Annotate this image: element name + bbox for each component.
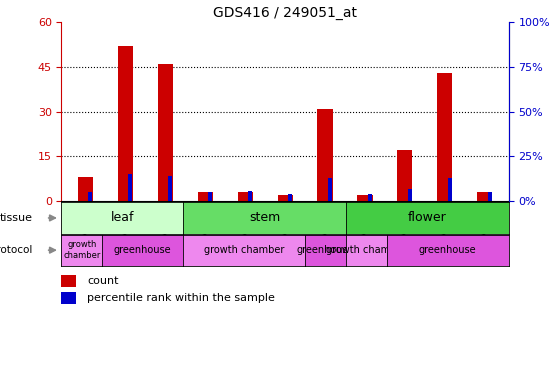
Text: growth
chamber: growth chamber xyxy=(63,240,101,260)
Bar xyxy=(208,193,212,201)
Text: growth protocol: growth protocol xyxy=(0,245,32,255)
Bar xyxy=(318,109,333,201)
Text: flower: flower xyxy=(408,212,447,224)
Text: leaf: leaf xyxy=(111,212,134,224)
Bar xyxy=(248,191,252,201)
Bar xyxy=(61,275,76,287)
Text: growth chamber: growth chamber xyxy=(204,245,285,255)
Bar xyxy=(357,195,372,201)
Bar xyxy=(238,193,253,201)
Bar xyxy=(128,175,132,201)
Bar xyxy=(168,176,172,201)
Bar xyxy=(368,194,372,201)
Bar xyxy=(487,193,491,201)
Text: percentile rank within the sample: percentile rank within the sample xyxy=(87,293,275,303)
Bar xyxy=(78,178,93,201)
Bar xyxy=(408,189,411,201)
Text: count: count xyxy=(87,276,119,286)
Text: growth chamber: growth chamber xyxy=(326,245,406,255)
Bar xyxy=(448,178,452,201)
Bar xyxy=(118,46,133,201)
Text: greenhouse: greenhouse xyxy=(297,245,354,255)
Bar xyxy=(88,193,92,201)
Bar xyxy=(397,150,413,201)
Title: GDS416 / 249051_at: GDS416 / 249051_at xyxy=(213,5,357,19)
Bar xyxy=(477,193,492,201)
Bar xyxy=(158,64,173,201)
Text: tissue: tissue xyxy=(0,213,32,223)
Bar xyxy=(288,194,292,201)
Bar xyxy=(198,193,213,201)
Text: greenhouse: greenhouse xyxy=(114,245,172,255)
Text: greenhouse: greenhouse xyxy=(419,245,476,255)
Bar xyxy=(277,195,293,201)
Bar xyxy=(61,292,76,304)
Bar xyxy=(328,178,332,201)
Text: stem: stem xyxy=(249,212,281,224)
Bar xyxy=(437,73,452,201)
